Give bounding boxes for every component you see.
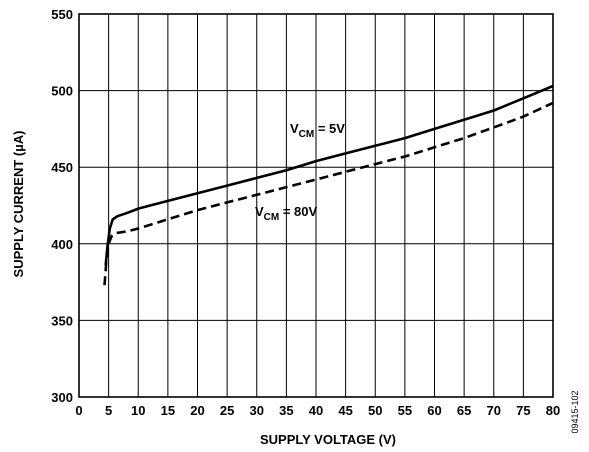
y-tick-label: 300 xyxy=(51,390,73,405)
y-tick-label: 350 xyxy=(51,313,73,328)
x-tick-label: 25 xyxy=(220,403,234,418)
series-lines xyxy=(103,84,554,286)
y-tick-label: 450 xyxy=(51,160,73,175)
x-tick-label: 55 xyxy=(398,403,412,418)
figure-id: 09415-102 xyxy=(570,390,580,433)
y-tick-labels: 300 350 400 450 500 550 xyxy=(51,7,73,405)
x-tick-label: 20 xyxy=(190,403,204,418)
x-tick-label: 10 xyxy=(131,403,145,418)
x-tick-label: 50 xyxy=(368,403,382,418)
x-tick-label: 45 xyxy=(338,403,352,418)
x-tick-label: 5 xyxy=(105,403,112,418)
series-line-vcm-80v xyxy=(103,101,554,286)
y-tick-label: 550 xyxy=(51,7,73,22)
x-tick-label: 75 xyxy=(516,403,530,418)
y-axis-label: SUPPLY CURRENT (µA) xyxy=(11,131,26,278)
series-label-vcm-5v: VCM = 5V xyxy=(290,121,345,140)
series-label-vcm-80v: VCM = 80V xyxy=(255,204,318,223)
grid xyxy=(79,14,553,397)
y-tick-label: 500 xyxy=(51,84,73,99)
x-tick-labels: 0 5 10 15 20 25 30 35 40 45 50 55 60 65 70 75 80 xyxy=(75,403,560,418)
x-tick-label: 15 xyxy=(161,403,175,418)
series-line-vcm-5v xyxy=(104,84,554,266)
x-tick-label: 60 xyxy=(427,403,441,418)
x-tick-label: 35 xyxy=(279,403,293,418)
x-tick-label: 30 xyxy=(250,403,264,418)
x-tick-label: 65 xyxy=(457,403,471,418)
x-axis-label: SUPPLY VOLTAGE (V) xyxy=(260,432,396,447)
y-tick-label: 400 xyxy=(51,237,73,252)
plot-frame xyxy=(78,13,554,398)
x-tick-label: 40 xyxy=(309,403,323,418)
x-tick-label: 80 xyxy=(546,403,560,418)
x-tick-label: 70 xyxy=(487,403,501,418)
x-tick-label: 0 xyxy=(75,403,82,418)
